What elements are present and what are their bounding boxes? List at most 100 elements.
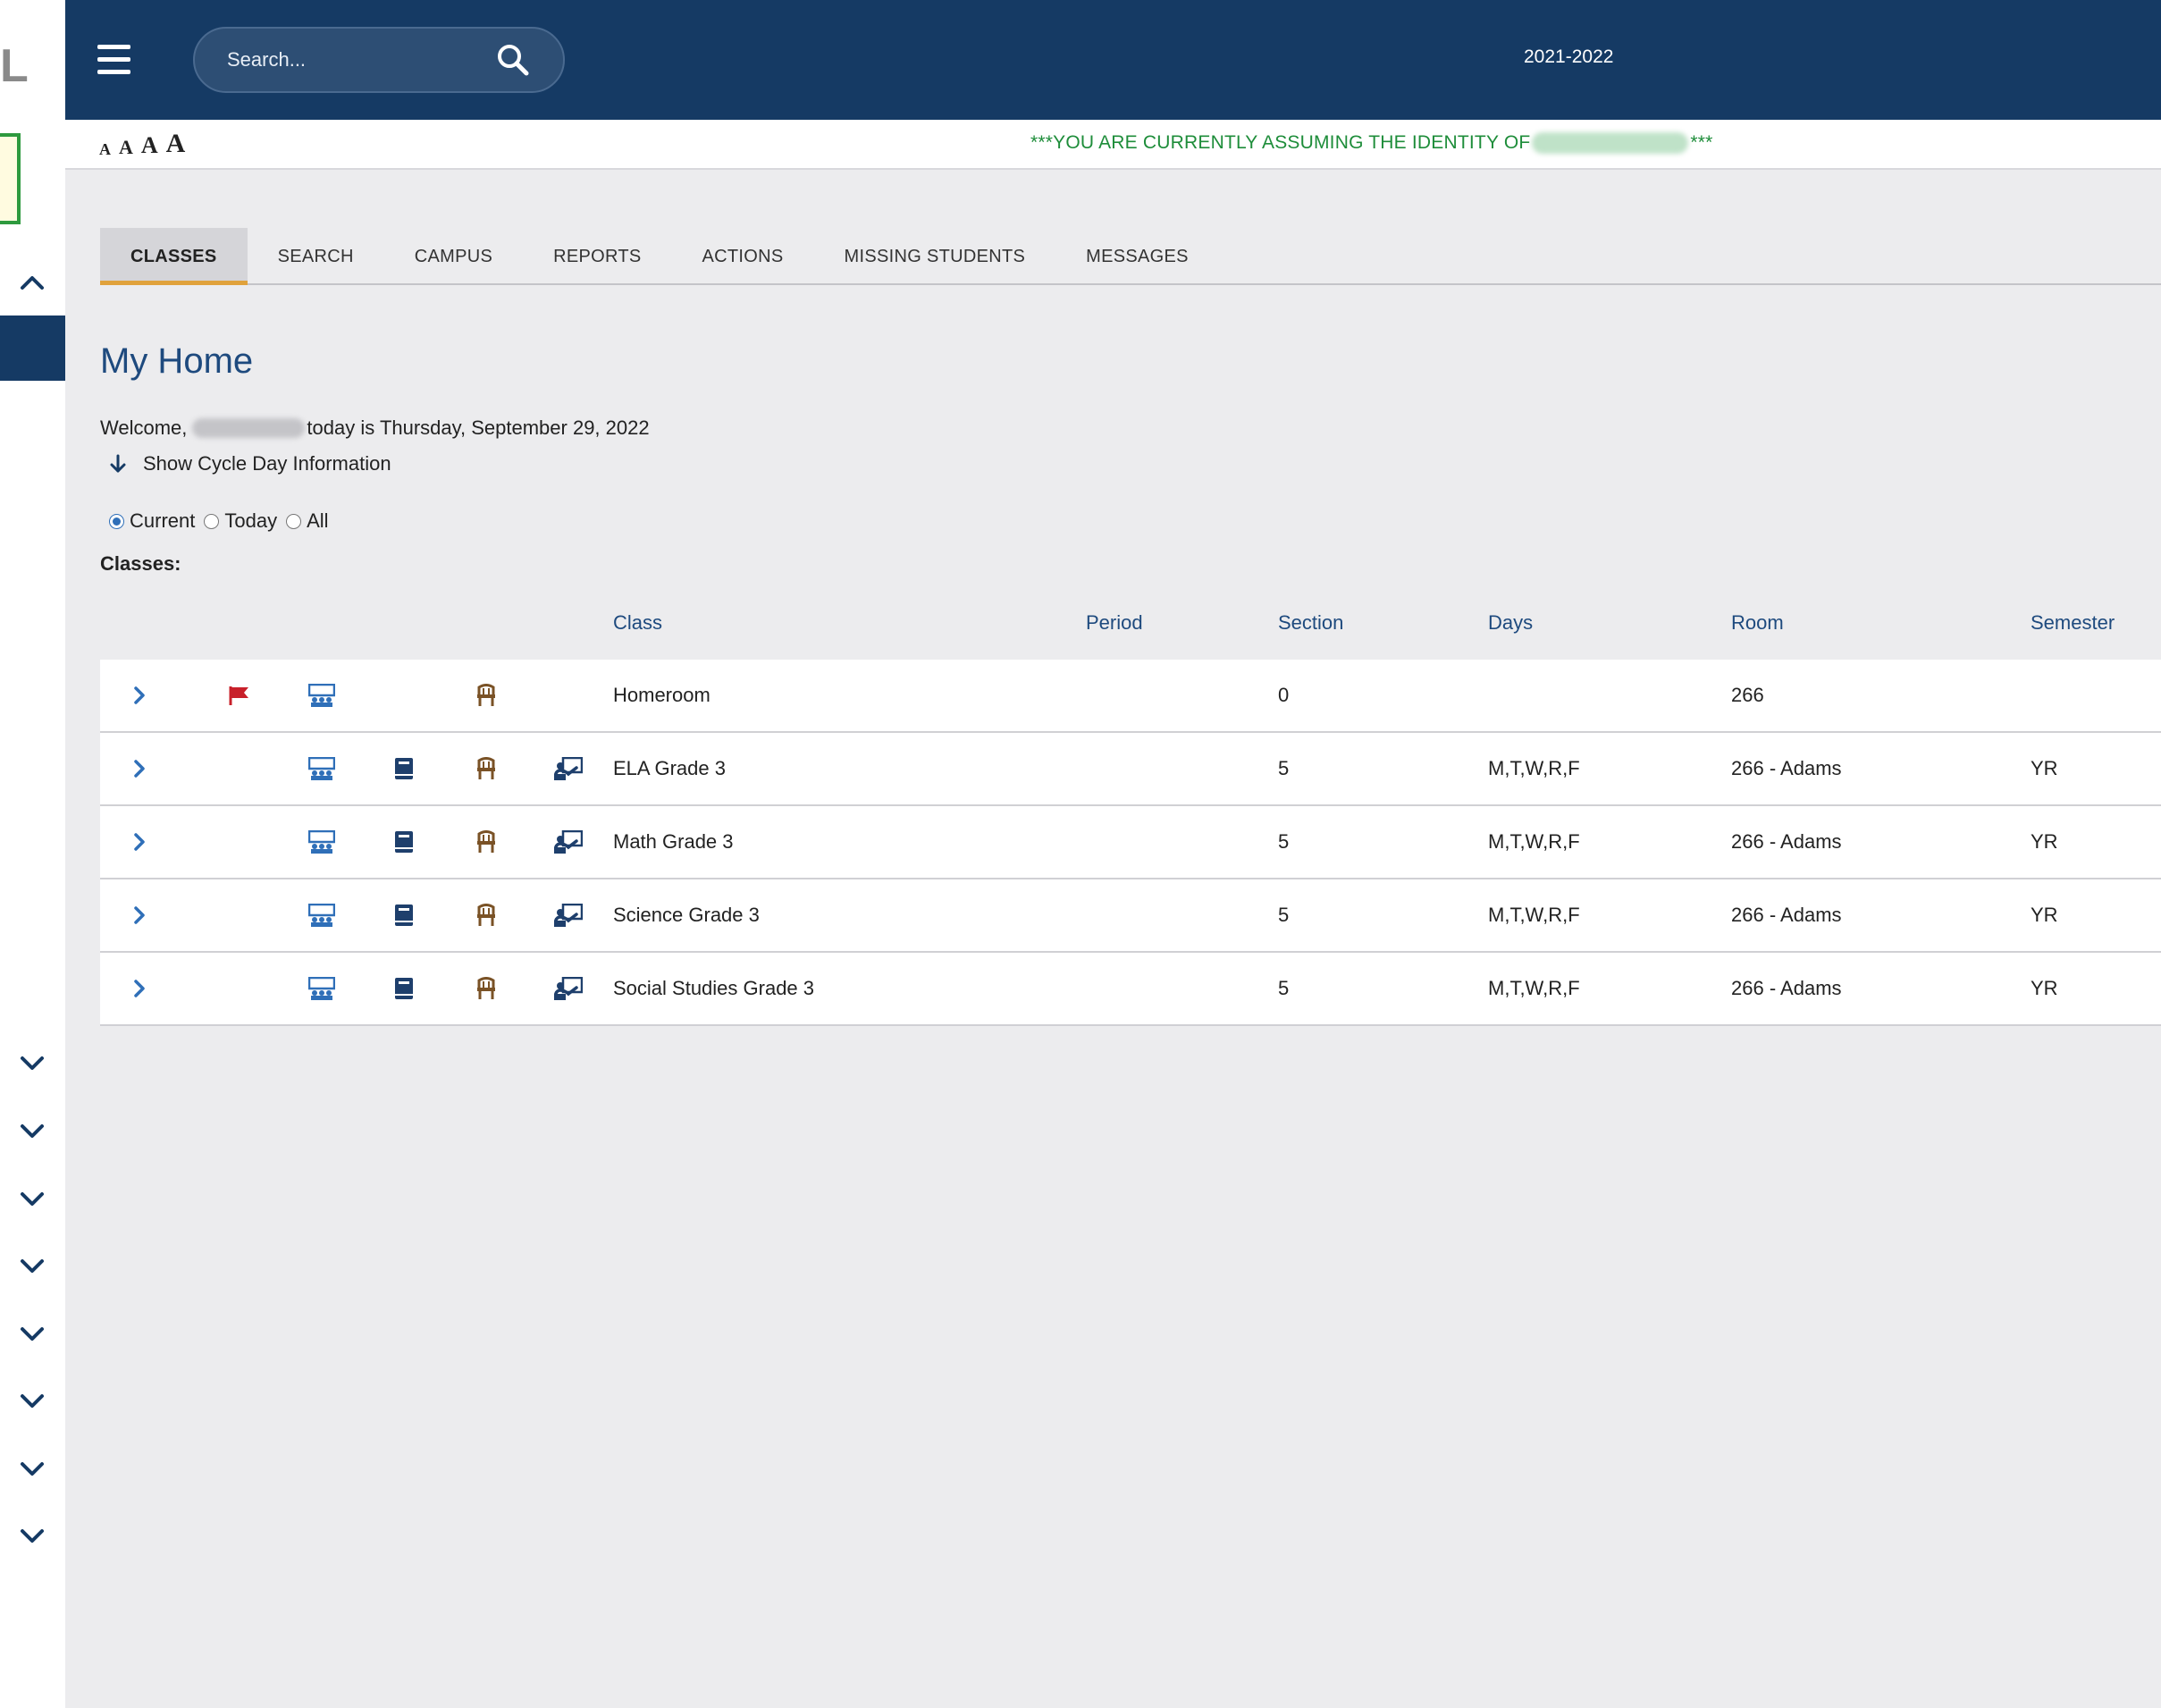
days-cell: M,T,W,R,F <box>1488 904 1580 926</box>
identity-notice: ***YOU ARE CURRENTLY ASSUMING THE IDENTI… <box>1030 132 1713 154</box>
sidebar-active-item[interactable] <box>0 316 65 381</box>
hamburger-menu-icon[interactable] <box>97 45 130 74</box>
chevron-up-icon[interactable] <box>16 266 48 299</box>
chevron-down-icon[interactable] <box>16 1183 48 1216</box>
table-row: Science Grade 3 5 M,T,W,R,F 266 - Adams YR <box>100 879 2161 953</box>
show-cycle-day-toggle[interactable]: Show Cycle Day Information <box>109 452 391 475</box>
tab-messages[interactable]: MESSAGES <box>1086 246 1189 266</box>
expand-chevron-icon[interactable] <box>123 660 156 731</box>
table-row: Social Studies Grade 3 5 M,T,W,R,F 266 - Ad… <box>100 953 2161 1026</box>
radio-today[interactable] <box>204 513 220 529</box>
expand-chevron-icon[interactable] <box>123 953 156 1024</box>
section-cell: 0 <box>1278 684 1290 706</box>
room-cell: 266 - Adams <box>1731 977 1842 999</box>
table-header: Class Period Section Days Room Semester <box>100 599 2161 660</box>
days-cell: M,T,W,R,F <box>1488 757 1580 779</box>
tab-classes[interactable]: CLASSES <box>100 228 248 285</box>
tab-search[interactable]: SEARCH <box>277 246 354 266</box>
class-name[interactable]: Math Grade 3 <box>613 830 734 853</box>
column-header-class[interactable]: Class <box>613 611 663 634</box>
cycle-toggle-label: Show Cycle Day Information <box>143 452 391 475</box>
main-tabs: CLASSES SEARCH CAMPUS REPORTS ACTIONS MI… <box>100 228 2161 285</box>
tab-actions[interactable]: ACTIONS <box>702 246 784 266</box>
roster-icon[interactable] <box>306 660 338 731</box>
logo-fragment: L <box>0 40 29 92</box>
column-header-section[interactable]: Section <box>1278 611 1344 634</box>
filter-all[interactable]: All <box>286 509 329 533</box>
column-header-days[interactable]: Days <box>1488 611 1534 634</box>
filter-today[interactable]: Today <box>204 509 277 533</box>
table-row: ELA Grade 3 5 M,T,W,R,F 266 - Adams YR <box>100 733 2161 806</box>
days-cell: M,T,W,R,F <box>1488 830 1580 853</box>
tab-campus[interactable]: CAMPUS <box>414 246 493 266</box>
lesson-plan-icon[interactable] <box>552 733 584 804</box>
class-name[interactable]: ELA Grade 3 <box>613 757 726 779</box>
font-size-large[interactable]: A <box>140 132 158 158</box>
column-header-period[interactable]: Period <box>1086 611 1143 634</box>
tab-missing-students[interactable]: MISSING STUDENTS <box>844 246 1026 266</box>
seating-chart-icon[interactable] <box>470 660 502 731</box>
chevron-down-icon[interactable] <box>16 1115 48 1148</box>
search-input[interactable] <box>227 48 495 72</box>
filter-all-label: All <box>307 509 329 532</box>
gradebook-icon[interactable] <box>388 733 420 804</box>
expand-chevron-icon[interactable] <box>123 879 156 951</box>
welcome-message: Welcome, today is Thursday, September 29… <box>100 416 650 440</box>
lesson-plan-icon[interactable] <box>552 879 584 951</box>
expand-chevron-icon[interactable] <box>123 806 156 878</box>
left-sidebar: L <box>0 0 65 1708</box>
gradebook-icon[interactable] <box>388 806 420 878</box>
chevron-down-icon[interactable] <box>16 1453 48 1485</box>
font-size-selector: A A A A <box>99 129 186 158</box>
column-header-room[interactable]: Room <box>1731 611 1784 634</box>
seating-chart-icon[interactable] <box>470 953 502 1024</box>
class-name[interactable]: Science Grade 3 <box>613 904 760 926</box>
welcome-date: today is Thursday, September 29, 2022 <box>307 416 650 439</box>
seating-chart-icon[interactable] <box>470 806 502 878</box>
identity-bar: A A A A ***YOU ARE CURRENTLY ASSUMING TH… <box>65 120 2161 170</box>
room-cell: 266 - Adams <box>1731 904 1842 926</box>
radio-current[interactable] <box>109 513 124 529</box>
room-cell: 266 <box>1731 684 1764 706</box>
font-size-small[interactable]: A <box>99 140 111 158</box>
table-row: Math Grade 3 5 M,T,W,R,F 266 - Adams YR <box>100 806 2161 879</box>
room-cell: 266 - Adams <box>1731 757 1842 779</box>
lesson-plan-icon[interactable] <box>552 953 584 1024</box>
class-name[interactable]: Homeroom <box>613 684 711 706</box>
flag-icon[interactable] <box>223 660 256 731</box>
semester-cell: YR <box>2031 830 2058 853</box>
search-box[interactable] <box>193 27 565 93</box>
school-year[interactable]: 2021-2022 <box>1524 46 1614 67</box>
roster-icon[interactable] <box>306 953 338 1024</box>
filter-current-label: Current <box>130 509 196 532</box>
redacted-identity <box>1532 132 1689 154</box>
lesson-plan-icon[interactable] <box>552 806 584 878</box>
redacted-user-name <box>192 418 306 438</box>
chevron-down-icon[interactable] <box>16 1250 48 1283</box>
chevron-down-icon[interactable] <box>16 1520 48 1552</box>
chevron-down-icon[interactable] <box>16 1385 48 1418</box>
seating-chart-icon[interactable] <box>470 879 502 951</box>
gradebook-icon[interactable] <box>388 879 420 951</box>
seating-chart-icon[interactable] <box>470 733 502 804</box>
chevron-down-icon[interactable] <box>16 1048 48 1080</box>
gradebook-icon[interactable] <box>388 953 420 1024</box>
roster-icon[interactable] <box>306 806 338 878</box>
arrow-down-icon <box>110 454 126 473</box>
filter-current[interactable]: Current <box>109 509 195 533</box>
sidebar-highlight-box <box>0 133 21 224</box>
roster-icon[interactable] <box>306 879 338 951</box>
days-cell: M,T,W,R,F <box>1488 977 1580 999</box>
chevron-down-icon[interactable] <box>16 1318 48 1350</box>
radio-all[interactable] <box>286 513 302 529</box>
font-size-medium[interactable]: A <box>119 136 133 158</box>
roster-icon[interactable] <box>306 733 338 804</box>
semester-cell: YR <box>2031 977 2058 999</box>
class-name[interactable]: Social Studies Grade 3 <box>613 977 815 999</box>
classes-label: Classes: <box>100 552 181 575</box>
font-size-xlarge[interactable]: A <box>165 129 186 158</box>
tab-reports[interactable]: REPORTS <box>553 246 642 266</box>
search-icon[interactable] <box>495 42 531 78</box>
column-header-semester[interactable]: Semester <box>2031 611 2115 634</box>
expand-chevron-icon[interactable] <box>123 733 156 804</box>
